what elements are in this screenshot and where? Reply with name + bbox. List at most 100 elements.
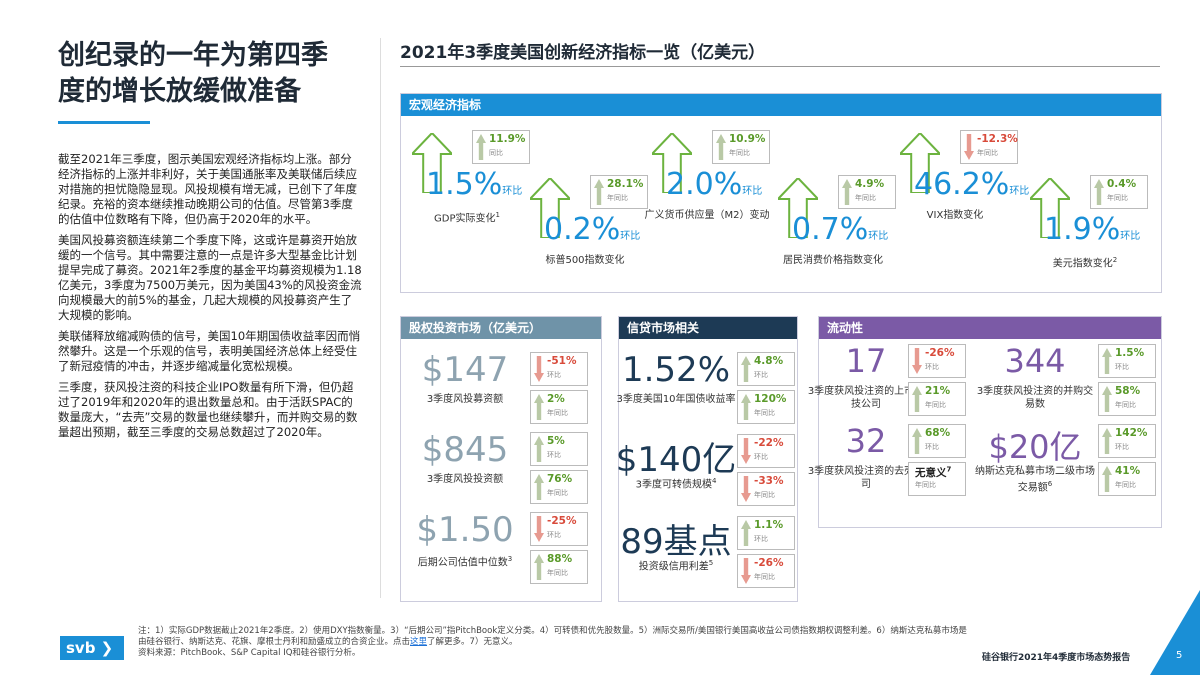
panel-header: 宏观经济指标 (401, 94, 1161, 116)
label-text: 后期公司估值中位数 (417, 557, 508, 569)
metric-label: 居民消费价格指数变化 (768, 254, 898, 267)
change-box: -25% 环比 (530, 512, 588, 546)
change-box: 68% 环比 (908, 424, 966, 458)
panel-header: 流动性 (819, 317, 1161, 339)
arrow (1102, 348, 1112, 374)
footnote-mark: 4 (711, 477, 717, 485)
metric-value: $20亿 (988, 428, 1082, 466)
metric-unit: 环比 (620, 231, 641, 242)
arrow (741, 520, 751, 546)
change-value: -26% (754, 557, 784, 569)
change-label: 年同比 (977, 149, 998, 157)
metric-label: 投资级信用利差5 (616, 557, 736, 573)
label-text: 3季度获风投注资的去壳公司 (807, 466, 925, 490)
change-label: 环比 (547, 531, 561, 539)
logo: svb ❯ (60, 636, 124, 660)
title-rule (400, 66, 1160, 67)
change-label: 年同比 (915, 481, 936, 489)
change-box: 1.5% 环比 (1098, 344, 1156, 378)
change-label: 年同比 (1115, 481, 1136, 489)
label-text: 3季度美国10年国债收益率 (616, 394, 736, 405)
arrow-shape (778, 178, 818, 238)
change-value: 142% (1115, 427, 1148, 439)
arrow-shape (912, 348, 922, 374)
arrow-shape (534, 516, 544, 542)
arrow (842, 179, 852, 205)
page-title: 创纪录的一年为第四季 度的增长放缓做准备 (58, 38, 378, 110)
notes-text: 注：1）实际GDP数据截止2021年2季度。2）使用DXY指数衡量。3）“后期公… (138, 626, 967, 647)
arrow (534, 474, 544, 500)
change-box: 41% 年同比 (1098, 462, 1156, 496)
metric-label: 美元指数变化2 (1020, 254, 1150, 270)
metric-value: $147 (421, 350, 509, 390)
arrow-shape (1102, 348, 1112, 374)
change-label: 年同比 (547, 409, 568, 417)
label-text: 3季度获风投注资的上市科技公司 (807, 386, 925, 410)
arrow (1102, 386, 1112, 412)
arrow-shape (652, 133, 692, 193)
metric-value: 0.2%环比 (544, 212, 640, 247)
metric-value: 17 (845, 342, 887, 380)
arrow-shape (530, 178, 570, 238)
change-value: 68% (925, 427, 951, 439)
arrow (1030, 178, 1070, 238)
arrow (964, 134, 974, 160)
change-label: 年同比 (925, 401, 946, 409)
change-value: 88% (547, 553, 573, 565)
source: 资料来源：PitchBook、S&P Capital IQ和硅谷银行分析。 (138, 648, 361, 658)
change-label: 年同比 (607, 194, 628, 202)
paragraph: 截至2021年三季度，图示美国宏观经济指标均上涨。部分经济指标的上涨并非利好，关… (58, 152, 357, 226)
metric-value: $845 (421, 430, 509, 470)
label-text: 纳斯达克私募市场二级市场交易额 (975, 466, 1095, 494)
change-value: 58% (1115, 385, 1141, 397)
arrow (412, 133, 452, 193)
change-label: 年同比 (547, 569, 568, 577)
notes-link[interactable]: 这里 (410, 637, 428, 647)
panel-header: 信贷市场相关 (619, 317, 797, 339)
divider (380, 38, 381, 598)
arrow-shape (534, 554, 544, 580)
metric-unit: 环比 (742, 186, 763, 197)
metric-label: 广义货币供应量（M2）变动 (642, 209, 772, 222)
page-number: 5 (1176, 650, 1183, 661)
label-text: 3季度获风投注资的并购交易数 (976, 386, 1094, 410)
change-box: -12.3% 年同比 (960, 130, 1018, 164)
arrow (534, 394, 544, 420)
change-label: 环比 (547, 371, 561, 379)
arrow-shape (741, 476, 751, 502)
change-box: -51% 环比 (530, 352, 588, 386)
footnote-mark: 7 (946, 465, 952, 474)
footnote-mark: 6 (1047, 480, 1053, 488)
change-value: 4.9% (855, 178, 885, 190)
change-box: 28.1% 年同比 (590, 175, 648, 209)
change-label: 年同比 (729, 149, 750, 157)
metric-label: 3季度风投募资额 (405, 393, 525, 406)
metric-number: 1.5% (426, 167, 503, 202)
label-text: 标普500指数变化 (545, 255, 625, 266)
metric-label: 3季度获风投注资的去壳公司 (806, 465, 926, 491)
change-label: 同比 (489, 149, 503, 157)
change-value: 2% (547, 393, 565, 405)
change-value: 1.1% (754, 519, 784, 531)
arrow (741, 356, 751, 382)
arrow (741, 558, 751, 584)
label-text: 美元指数变化 (1052, 258, 1113, 270)
change-value: 4.8% (754, 355, 784, 367)
change-box: 120% 年同比 (737, 390, 795, 424)
change-value: 10.9% (729, 133, 766, 145)
arrow-shape (912, 386, 922, 412)
change-label: 年同比 (1115, 401, 1136, 409)
metric-value: 1.9%环比 (1044, 212, 1140, 247)
change-label: 年同比 (754, 491, 775, 499)
arrow (912, 386, 922, 412)
footnote-mark: 1 (495, 211, 500, 219)
arrow-shape (1102, 386, 1112, 412)
change-label: 环比 (547, 451, 561, 459)
label-text: GDP实际变化 (434, 213, 496, 225)
arrow (900, 133, 940, 193)
dashboard-title: 2021年3季度美国创新经济指标一览（亿美元） (400, 43, 766, 63)
change-label: 年同比 (754, 409, 775, 417)
arrow-shape (964, 134, 974, 160)
